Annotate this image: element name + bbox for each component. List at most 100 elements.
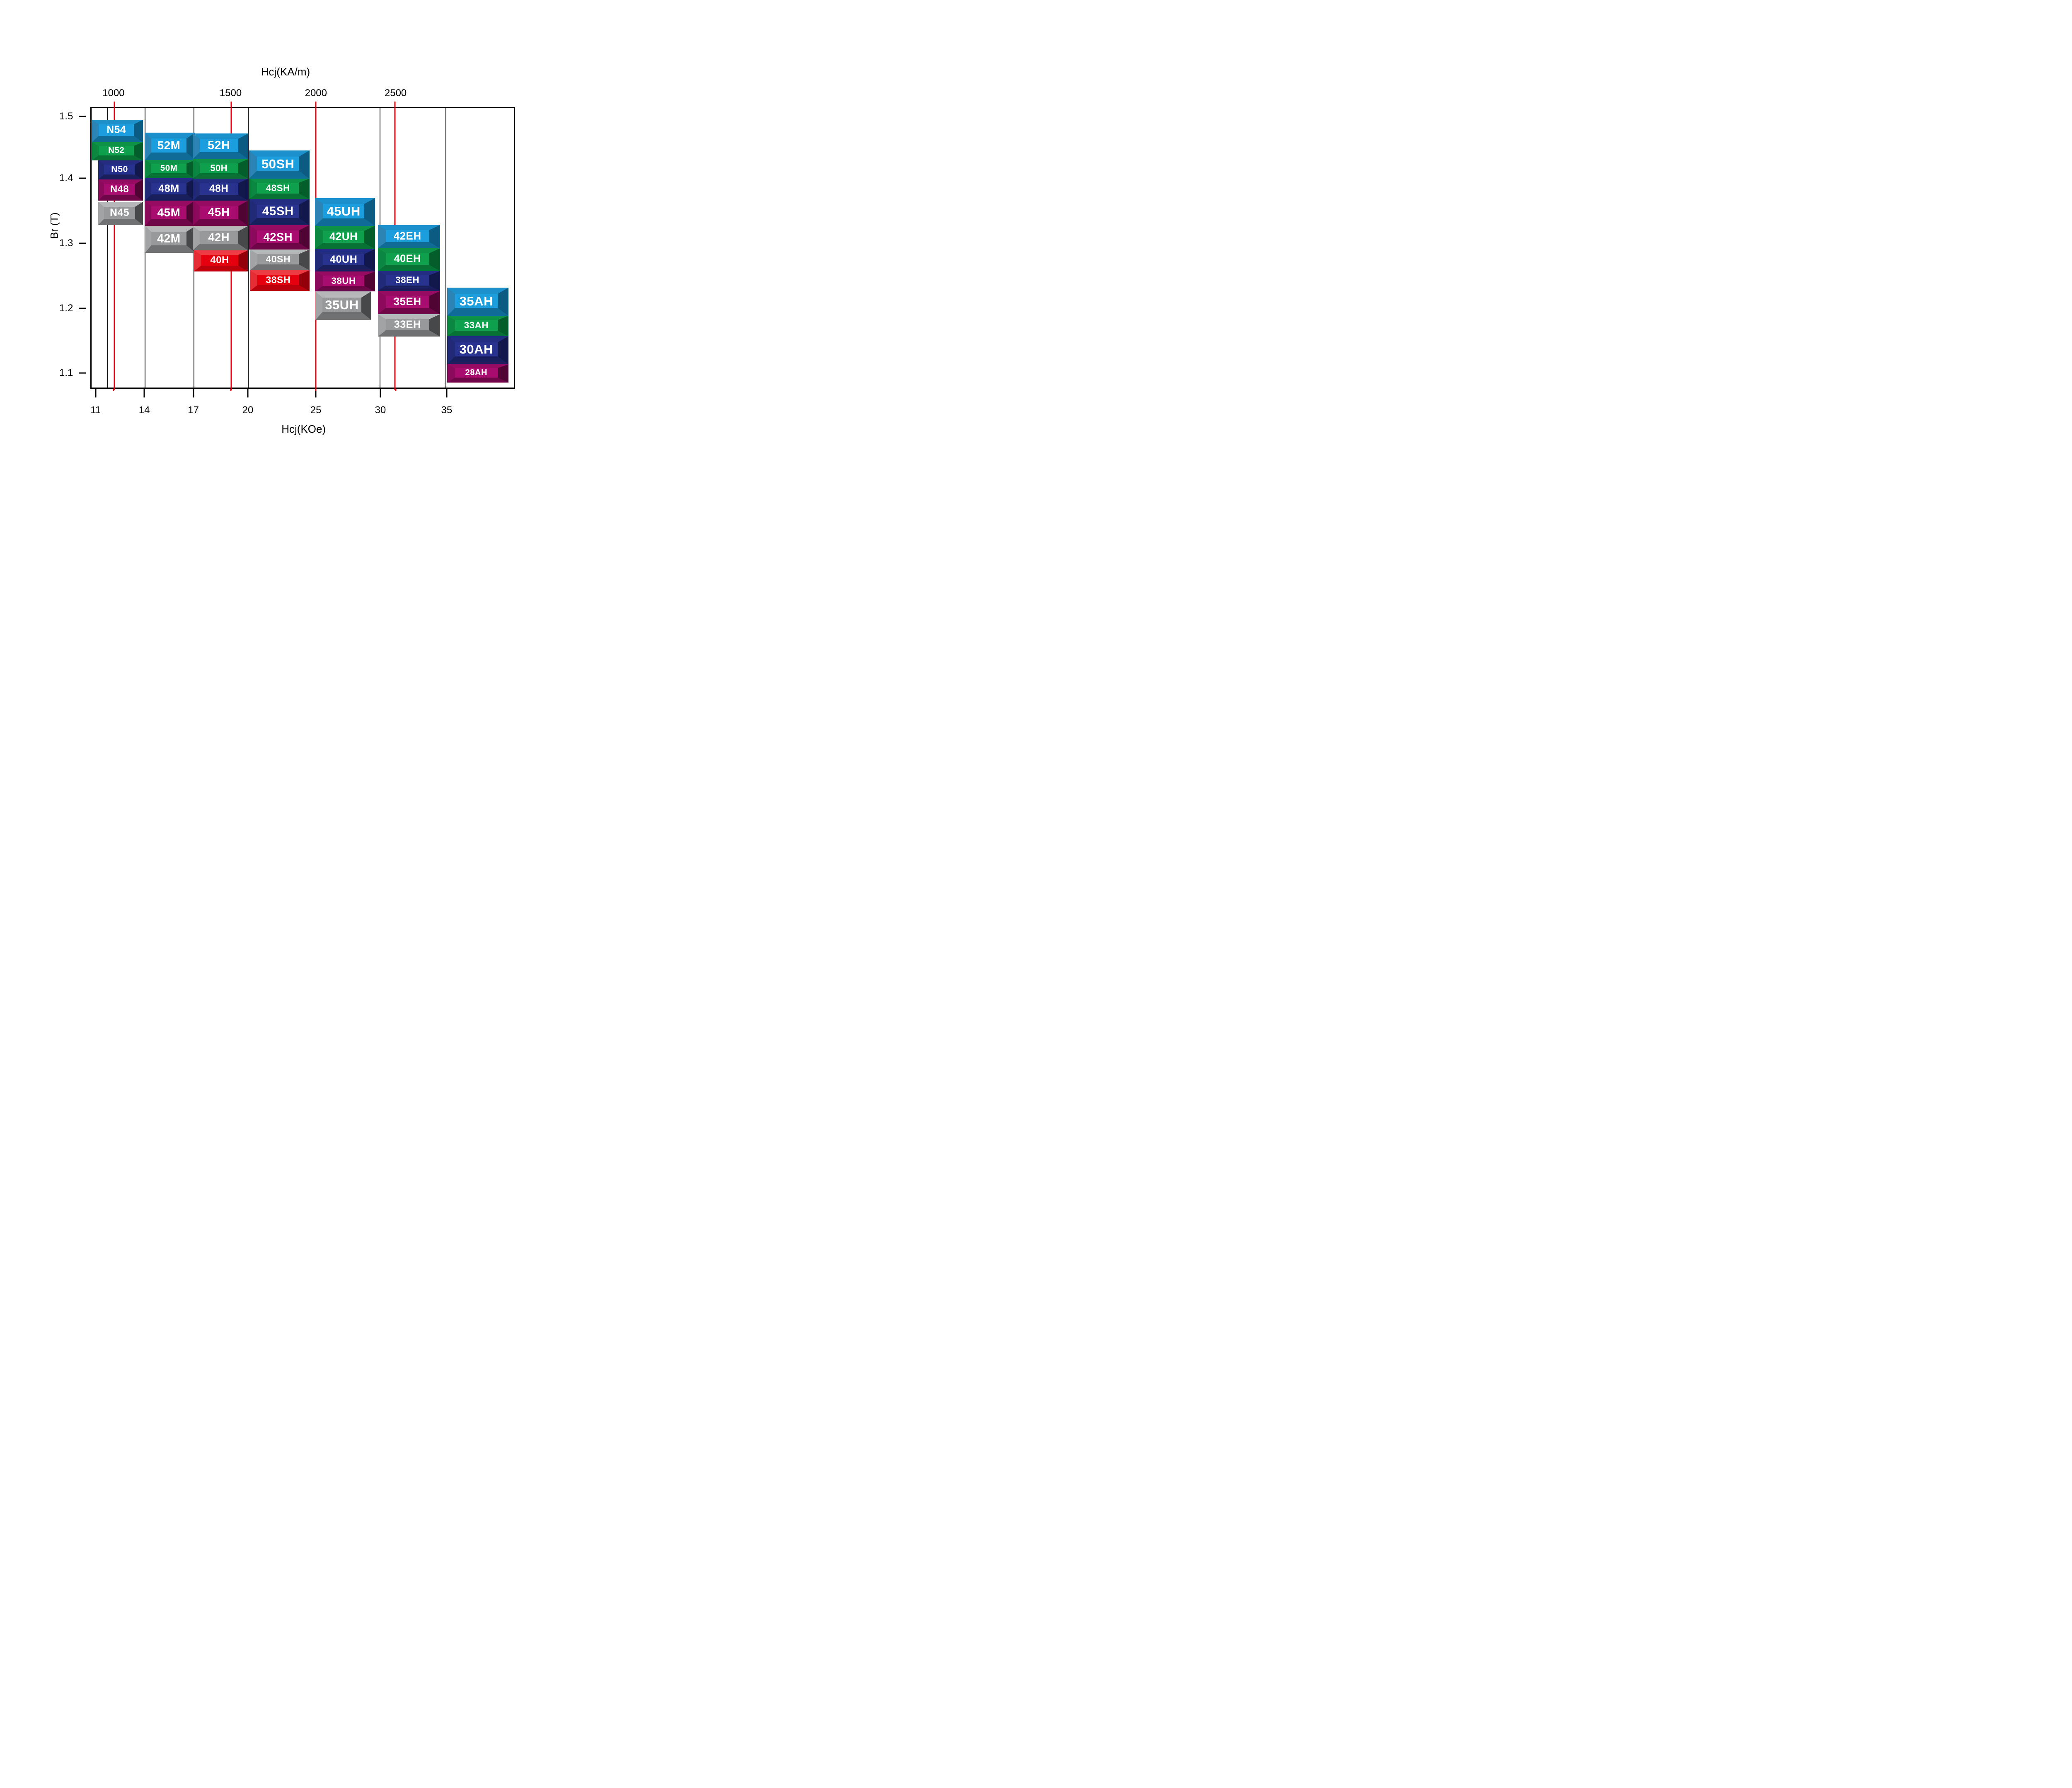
grade-box-label: 40UH — [329, 253, 358, 265]
y-tick-label-1.5: 1.5 — [59, 110, 73, 122]
plot-area: N54 N52 N50 N48 N45 52M 50M 48M 45M 42M 52H 50H 48H 4… — [90, 102, 515, 390]
bottom-tick-label-25: 25 — [310, 404, 322, 416]
y-tick-label-1.2: 1.2 — [59, 302, 73, 314]
grade-box-label: N50 — [111, 164, 128, 174]
grade-box-52M: 52M — [145, 133, 195, 160]
chart-canvas: Hcj(KA/m) Br (T) Hcj(KOe) N54 N52 N50 N48 N4… — [0, 0, 566, 447]
grade-box-label: 33AH — [464, 320, 489, 330]
grade-box-label: 45M — [157, 206, 181, 219]
grade-box-label: 35EH — [393, 295, 421, 308]
grade-box-35AH: 35AH — [447, 288, 508, 316]
grade-box-33EH: 33EH — [378, 314, 440, 337]
y-tick-1.1 — [79, 372, 86, 374]
grade-box-40H: 40H — [194, 250, 248, 272]
grade-box-label: 40SH — [266, 254, 291, 265]
grade-box-38UH: 38UH — [315, 271, 375, 292]
grade-box-label: 40H — [210, 254, 229, 266]
grade-box-50H: 50H — [192, 159, 248, 179]
grade-box-N45: N45 — [98, 202, 143, 225]
grade-box-N48: N48 — [98, 179, 143, 201]
grade-box-35UH: 35UH — [315, 291, 372, 320]
grade-box-45SH: 45SH — [249, 199, 310, 225]
bottom-tick-11 — [95, 388, 97, 397]
grade-box-label: 50H — [210, 163, 228, 174]
grade-box-48SH: 48SH — [249, 179, 310, 199]
top-tick-label-2500: 2500 — [384, 87, 407, 99]
grade-box-label: 42H — [208, 231, 230, 244]
grade-box-40SH: 40SH — [250, 250, 310, 271]
bottom-tick-label-17: 17 — [188, 404, 199, 416]
grade-box-label: 33EH — [394, 318, 421, 330]
grade-box-label: N48 — [110, 184, 129, 195]
grade-box-label: 28AH — [465, 368, 488, 378]
grade-box-35EH: 35EH — [378, 291, 440, 314]
grade-box-label: 38EH — [395, 275, 420, 286]
bottom-tick-label-11: 11 — [90, 404, 101, 416]
y-tick-1.5 — [79, 116, 86, 117]
bottom-tick-20 — [247, 388, 249, 397]
bottom-red-tick-2000 — [315, 388, 317, 391]
grade-box-label: 40EH — [394, 253, 421, 265]
grade-box-label: 50M — [160, 163, 178, 173]
grade-box-label: 50SH — [261, 156, 295, 171]
y-tick-label-1.1: 1.1 — [59, 367, 73, 379]
grade-box-label: 52M — [157, 139, 181, 152]
grade-box-label: N52 — [108, 145, 125, 155]
grade-box-label: 48H — [209, 183, 229, 195]
grade-box-45H: 45H — [192, 201, 248, 226]
top-tick-label-1000: 1000 — [102, 87, 125, 99]
grade-box-label: 42SH — [263, 230, 293, 243]
gridline-black-x-35 — [445, 108, 446, 388]
bottom-red-tick-1500 — [230, 388, 232, 391]
bottom-tick-14 — [143, 388, 145, 397]
top-tick-label-1500: 1500 — [219, 87, 242, 99]
grade-box-label: 52H — [207, 138, 230, 152]
grade-box-label: 42M — [157, 232, 181, 245]
y-tick-label-1.4: 1.4 — [59, 172, 73, 184]
grade-box-label: N54 — [107, 124, 126, 136]
grade-box-label: 35UH — [325, 298, 359, 313]
gridline-red-1000KAm — [114, 102, 115, 390]
bottom-tick-label-35: 35 — [441, 404, 453, 416]
grade-box-33AH: 33AH — [447, 316, 508, 336]
grade-box-42M: 42M — [145, 225, 196, 253]
grade-box-48H: 48H — [192, 179, 248, 201]
y-tick-1.3 — [79, 242, 86, 244]
grade-box-N52: N52 — [92, 142, 143, 160]
grade-box-label: 48SH — [266, 182, 290, 193]
grade-box-42H: 42H — [192, 225, 248, 250]
gridline-black-x-20 — [247, 108, 249, 388]
bottom-tick-label-14: 14 — [138, 404, 150, 416]
grade-box-50SH: 50SH — [249, 150, 310, 179]
grade-box-42SH: 42SH — [249, 225, 310, 250]
grade-box-label: 45H — [208, 206, 230, 219]
grade-box-40UH: 40UH — [315, 249, 375, 272]
grade-box-label: 45UH — [327, 204, 361, 218]
bottom-axis-title: Hcj(KOe) — [281, 423, 326, 435]
grade-box-label: 45SH — [262, 204, 294, 218]
y-tick-label-1.3: 1.3 — [59, 237, 73, 249]
top-axis-title: Hcj(KA/m) — [261, 65, 310, 78]
bottom-tick-30 — [380, 388, 381, 397]
y-tick-1.2 — [79, 308, 86, 309]
bottom-tick-35 — [446, 388, 448, 397]
bottom-tick-label-30: 30 — [375, 404, 386, 416]
gridline-black-x-11.68 — [107, 108, 109, 388]
bottom-tick-17 — [193, 388, 194, 397]
grade-box-48M: 48M — [145, 178, 195, 201]
grade-box-28AH: 28AH — [447, 364, 508, 383]
grade-box-45UH: 45UH — [315, 198, 375, 226]
grade-box-52H: 52H — [192, 133, 248, 160]
grade-box-38EH: 38EH — [378, 271, 440, 291]
bottom-red-tick-2500 — [395, 388, 397, 391]
bottom-tick-25 — [315, 388, 317, 397]
grade-box-label: 38UH — [331, 275, 356, 286]
grade-box-30AH: 30AH — [447, 336, 508, 364]
y-tick-1.4 — [79, 177, 86, 179]
grade-box-38SH: 38SH — [250, 270, 310, 291]
grade-box-N54: N54 — [92, 120, 143, 142]
grade-box-label: 35AH — [459, 293, 493, 308]
grade-box-label: N45 — [109, 207, 130, 219]
top-tick-label-2000: 2000 — [305, 87, 327, 99]
grade-box-45M: 45M — [145, 201, 195, 226]
